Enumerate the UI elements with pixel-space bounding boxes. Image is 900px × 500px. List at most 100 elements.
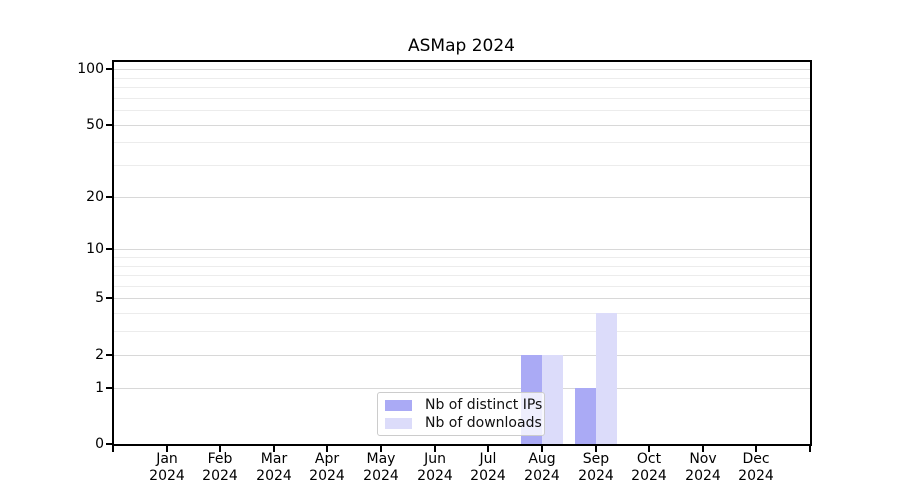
x-tick-year: 2024 [578,468,614,484]
x-tick-year: 2024 [631,468,667,484]
y-tick [106,196,112,198]
legend-swatch-distinct-ips [385,399,412,411]
legend-item-distinct-ips: Nb of distinct IPs [385,397,542,413]
x-tick [434,446,436,452]
x-tick [166,446,168,452]
gridline-major [114,249,810,250]
x-tick-month: May [366,451,396,467]
gridline-minor [114,87,810,88]
x-tick [219,446,221,452]
y-tick-label: 5 [95,290,104,306]
bar-distinct-ips-sep [575,388,596,444]
gridline-minor [114,165,810,166]
x-tick-month: Apr [314,451,340,467]
x-tick-year: 2024 [470,468,506,484]
gridline-minor [114,257,810,258]
x-tick-label: Feb 2024 [188,451,252,485]
y-tick [106,443,112,445]
x-tick-label: Dec 2024 [724,451,788,485]
x-tick-label: Jun 2024 [403,451,467,485]
x-tick-label: Apr 2024 [295,451,359,485]
x-tick-month: Jun [424,451,446,467]
y-tick-label: 1 [95,380,104,396]
x-tick-month: Dec [742,451,770,467]
x-tick-label: Oct 2024 [617,451,681,485]
x-tick [541,446,543,452]
gridline-major [114,125,810,126]
gridline-minor [114,110,810,111]
y-tick [106,387,112,389]
y-tick [106,354,112,356]
legend-label-downloads: Nb of downloads [425,415,542,431]
y-tick-label: 100 [77,61,104,77]
bar-downloads-sep [596,313,617,444]
gridline-minor [114,275,810,276]
x-tick [702,446,704,452]
legend-label-distinct-ips: Nb of distinct IPs [425,397,543,413]
x-tick [273,446,275,452]
x-tick-month: Nov [689,451,717,467]
y-tick [106,248,112,250]
legend: Nb of distinct IPs Nb of downloads [377,392,545,436]
bar-downloads-aug [542,355,563,444]
y-tick-label: 50 [86,117,104,133]
x-tick [112,446,114,452]
legend-swatch-downloads [385,417,412,429]
x-tick [487,446,489,452]
x-tick-month: Aug [528,451,556,467]
x-tick [809,446,811,452]
x-tick [648,446,650,452]
gridline-major [114,298,810,299]
x-tick-month: Feb [207,451,233,467]
gridline-minor [114,286,810,287]
x-tick-label: Jul 2024 [456,451,520,485]
x-tick-year: 2024 [149,468,185,484]
x-tick [326,446,328,452]
x-tick-year: 2024 [202,468,238,484]
gridline-minor [114,142,810,143]
x-tick-year: 2024 [309,468,345,484]
y-tick [106,297,112,299]
y-tick [106,68,112,70]
x-tick-year: 2024 [738,468,774,484]
x-tick-label: May 2024 [349,451,413,485]
gridline-minor [114,313,810,314]
gridline-major [114,69,810,70]
gridline-minor [114,98,810,99]
y-tick [106,124,112,126]
x-tick-year: 2024 [524,468,560,484]
y-tick-label: 20 [86,189,104,205]
gridline-minor [114,331,810,332]
x-tick-label: Jan 2024 [135,451,199,485]
y-tick-label: 2 [95,347,104,363]
x-tick-month: Oct [636,451,662,467]
x-tick-label: Sep 2024 [564,451,628,485]
x-tick-month: Jul [479,451,497,467]
y-tick-label: 0 [95,436,104,452]
x-tick-label: Aug 2024 [510,451,574,485]
chart-title: ASMap 2024 [408,36,515,56]
gridline-major [114,197,810,198]
x-tick [595,446,597,452]
y-tick-label: 10 [86,241,104,257]
gridline-major [114,355,810,356]
x-tick-label: Nov 2024 [671,451,735,485]
x-tick-label: Mar 2024 [242,451,306,485]
gridline-major [114,388,810,389]
x-tick-year: 2024 [363,468,399,484]
x-tick-month: Sep [582,451,610,467]
x-tick-month: Mar [260,451,288,467]
x-tick [380,446,382,452]
x-tick-year: 2024 [256,468,292,484]
x-tick-year: 2024 [417,468,453,484]
x-tick-month: Jan [156,451,178,467]
legend-item-downloads: Nb of downloads [385,415,542,431]
gridline-minor [114,78,810,79]
x-tick [755,446,757,452]
x-tick-year: 2024 [685,468,721,484]
gridline-minor [114,266,810,267]
